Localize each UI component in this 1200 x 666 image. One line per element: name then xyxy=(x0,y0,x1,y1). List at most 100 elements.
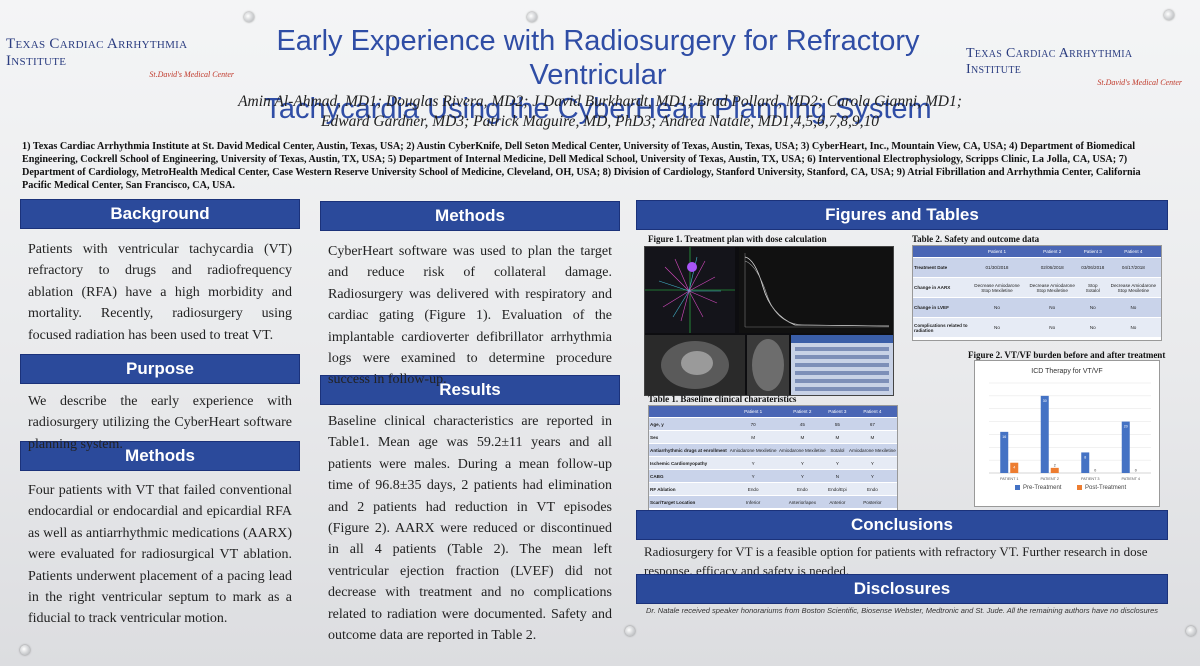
table-header-cell: Patient 4 xyxy=(1105,246,1161,258)
table-cell: Endo/Epi xyxy=(826,482,848,496)
column-middle: Methods CyberHeart software was used to … xyxy=(320,201,620,646)
table-cell: Decrease Amiodarone Stop Mexiletine xyxy=(1105,277,1161,298)
chart-legend-label: Pre-Treatment xyxy=(1023,485,1062,491)
table-cell: N xyxy=(826,469,848,483)
table-row: Age, y 70 45 55 67 xyxy=(649,417,897,431)
section-header-methods: Methods xyxy=(320,201,620,231)
table-1-title: Table 1. Baseline clinical charateristic… xyxy=(648,394,797,404)
column-right: Figures and Tables Figure 1. Treatment p… xyxy=(636,200,1168,620)
table-2-title: Table 2. Safety and outcome data xyxy=(912,234,1040,244)
table-cell: No xyxy=(1024,297,1080,318)
baseline-table: Patient 1 Patient 2 Patient 3 Patient 4 Age… xyxy=(649,406,897,509)
background-text: Patients with ventricular tachycardia (V… xyxy=(28,242,292,343)
table-cell: RF Ablation xyxy=(649,482,729,496)
table-cell: Complications related to radiation xyxy=(913,317,970,338)
poster-title: Early Experience with Radiosurgery for R… xyxy=(236,24,960,126)
results-text: Baseline clinical characteristics are re… xyxy=(328,414,612,644)
chart-data-label: 16 xyxy=(1002,435,1006,439)
table-row: Treatment Date 01/30/2018 02/06/2018 03/06/… xyxy=(913,257,1161,278)
table-cell: No xyxy=(1105,317,1161,338)
table-cell: Scar/Target Location xyxy=(649,495,729,509)
table-cell: Stop Sotalol xyxy=(1079,277,1106,298)
table-cell: Posterior xyxy=(847,495,897,509)
table-row: Scar/Target Location Inferior Anterior/ape… xyxy=(649,495,897,509)
table-cell: No xyxy=(969,317,1025,338)
table-cell: Y xyxy=(728,456,778,470)
table-cell: Y xyxy=(728,469,778,483)
table-cell: No xyxy=(1079,317,1106,338)
chart-data-label: 8 xyxy=(1084,455,1086,459)
chart-legend-swatch xyxy=(1015,485,1020,490)
chart-category-label: PATIENT 1 xyxy=(1000,477,1019,481)
table-cell: Inferior xyxy=(728,495,778,509)
authors-line-2: Edward Gardner, MD3; Patrick Maguire, MD… xyxy=(321,113,879,130)
author-list: Amin Al-Ahmad, MD1; Douglas Rivera, MD2;… xyxy=(230,92,970,132)
table-cell: M xyxy=(826,430,848,444)
authors-line-1: Amin Al-Ahmad, MD1; Douglas Rivera, MD2;… xyxy=(238,93,962,110)
table-cell: Sotalol xyxy=(826,443,848,457)
table-header-cell: Patient 2 xyxy=(777,406,827,418)
table-cell: No xyxy=(1079,297,1106,318)
table-header-cell: Patient 3 xyxy=(1079,246,1106,258)
table-cell: Change in AARX xyxy=(913,277,970,298)
methods-text: CyberHeart software was used to plan the… xyxy=(328,244,612,388)
table-header-cell: Patient 1 xyxy=(969,246,1025,258)
table-cell: 02/06/2018 xyxy=(1024,257,1080,278)
table-cell: M xyxy=(847,430,897,444)
table-cell: Decrease Amiodarone Stop Mexiletine xyxy=(1024,277,1080,298)
chart-category-label: PATIENT 2 xyxy=(1040,477,1059,481)
column-left: Background Patients with ventricular tac… xyxy=(20,199,300,630)
table-cell: Y xyxy=(777,469,827,483)
table-row: Antiarrhythmic drugs at enrollment Amioda… xyxy=(649,443,897,457)
table-header-cell: Patient 2 xyxy=(1024,246,1080,258)
table-cell: 03/06/2018 xyxy=(1079,257,1106,278)
push-pin-icon xyxy=(625,626,635,636)
treatment-plan-screenshot xyxy=(644,246,894,396)
table-cell: M xyxy=(728,430,778,444)
table-header-cell: Patient 3 xyxy=(826,406,848,418)
table-header-cell xyxy=(913,246,970,258)
table-cell: CABG xyxy=(649,469,729,483)
table-header-cell xyxy=(649,406,729,418)
title-line-1: Early Experience with Radiosurgery for R… xyxy=(276,25,920,91)
figure-2-title: Figure 2. VT/VF burden before and after … xyxy=(968,350,1166,360)
chart-title: ICD Therapy for VT/VF xyxy=(1031,368,1102,375)
table-cell: Amiodarone Mexiletine xyxy=(847,443,897,457)
table-cell: Ischemic Cardiomyopathy xyxy=(649,456,729,470)
logo-sub: St.David's Medical Center xyxy=(149,70,234,79)
table-cell: 45 xyxy=(777,417,827,431)
section-header-methods: Methods xyxy=(20,441,300,471)
table-cell: Change in LVEF xyxy=(913,297,970,318)
table-cell: Endo xyxy=(728,482,778,496)
logo-name: Texas Cardiac Arrhythmia Institute xyxy=(6,36,188,69)
table-header-cell: Patient 1 xyxy=(728,406,778,418)
section-header-purpose: Purpose xyxy=(20,354,300,384)
chart-data-label: 0 xyxy=(1094,469,1096,473)
table-cell: Anterior xyxy=(826,495,848,509)
purpose-text: We describe the early experience with ra… xyxy=(28,394,292,452)
table-cell: Amiodarone Mexiletine xyxy=(728,443,778,457)
table-cell: No xyxy=(1024,317,1080,338)
treatment-plan-image xyxy=(645,247,893,395)
safety-outcome-table: Patient 1 Patient 2 Patient 3 Patient 4 Tre… xyxy=(913,246,1161,338)
push-pin-icon xyxy=(527,12,537,22)
push-pin-icon xyxy=(1164,10,1174,20)
table-row: Sex M M M M xyxy=(649,430,897,444)
table-cell: Treatment Date xyxy=(913,257,970,278)
table-cell: Antiarrhythmic drugs at enrollment xyxy=(649,443,729,457)
table-cell: No xyxy=(969,297,1025,318)
chart-bar xyxy=(1050,467,1059,473)
table-cell: 01/30/2018 xyxy=(969,257,1025,278)
table-cell: Amiodarone Mexiletine xyxy=(777,443,827,457)
table-cell: 67 xyxy=(847,417,897,431)
disclosures-text: Dr. Natale received speaker honorariums … xyxy=(646,606,1159,615)
table-cell: Sex xyxy=(649,430,729,444)
affiliations: 1) Texas Cardiac Arrhythmia Institute at… xyxy=(22,141,1141,191)
push-pin-icon xyxy=(244,12,254,22)
push-pin-icon xyxy=(20,645,30,655)
table-cell: Y xyxy=(847,456,897,470)
chart-bar xyxy=(1000,431,1009,473)
table-row: Ischemic Cardiomyopathy Y Y Y Y xyxy=(649,456,897,470)
chart-data-label: 4 xyxy=(1013,466,1015,470)
table-row: RF Ablation Endo Endo Endo/Epi Endo xyxy=(649,482,897,496)
